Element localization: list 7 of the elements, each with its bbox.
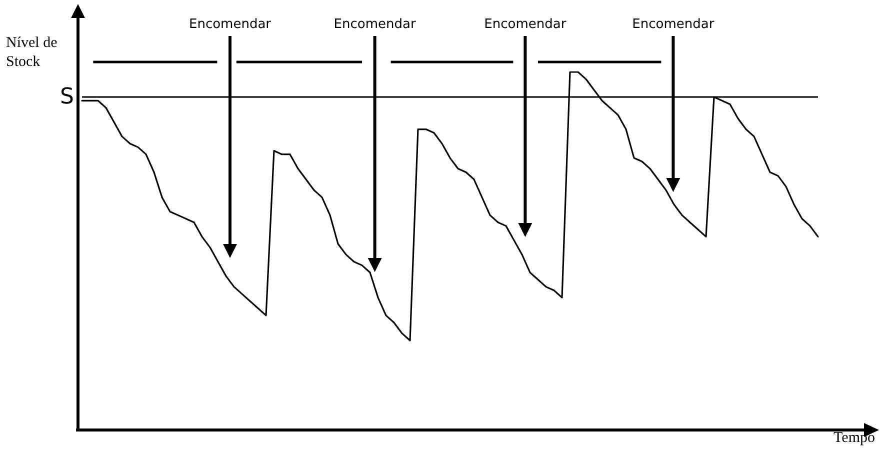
x-axis-title: Tempo xyxy=(834,430,875,447)
y-axis-title: Nível de Stock xyxy=(6,34,58,72)
ref-line-label: S xyxy=(60,84,74,110)
text: Encomendar xyxy=(188,17,272,32)
text: Encomendar xyxy=(334,17,416,32)
text: Encomendar xyxy=(632,17,715,32)
text: Encomendar xyxy=(484,17,567,32)
